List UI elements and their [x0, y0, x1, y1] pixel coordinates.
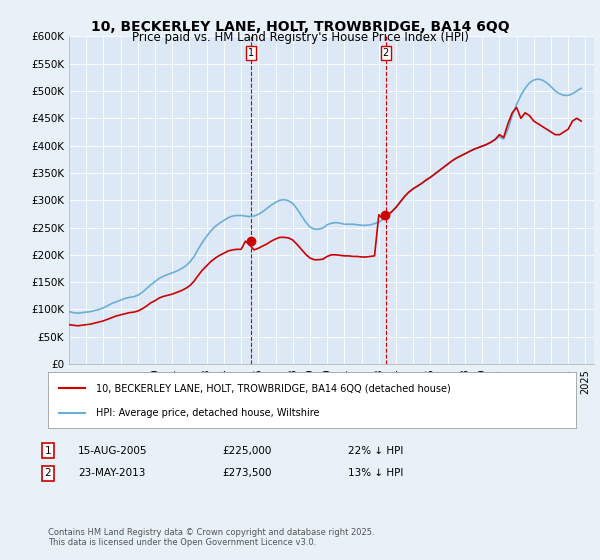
Text: 23-MAY-2013: 23-MAY-2013 [78, 468, 145, 478]
Text: HPI: Average price, detached house, Wiltshire: HPI: Average price, detached house, Wilt… [95, 408, 319, 418]
Text: £273,500: £273,500 [222, 468, 271, 478]
Text: 1: 1 [44, 446, 52, 456]
Text: 13% ↓ HPI: 13% ↓ HPI [348, 468, 403, 478]
Text: Price paid vs. HM Land Registry's House Price Index (HPI): Price paid vs. HM Land Registry's House … [131, 31, 469, 44]
Text: £225,000: £225,000 [222, 446, 271, 456]
Text: 2: 2 [383, 48, 389, 58]
Text: 22% ↓ HPI: 22% ↓ HPI [348, 446, 403, 456]
Text: 1: 1 [248, 48, 254, 58]
Text: Contains HM Land Registry data © Crown copyright and database right 2025.
This d: Contains HM Land Registry data © Crown c… [48, 528, 374, 547]
Text: 2: 2 [44, 468, 52, 478]
Text: 10, BECKERLEY LANE, HOLT, TROWBRIDGE, BA14 6QQ: 10, BECKERLEY LANE, HOLT, TROWBRIDGE, BA… [91, 20, 509, 34]
Text: 10, BECKERLEY LANE, HOLT, TROWBRIDGE, BA14 6QQ (detached house): 10, BECKERLEY LANE, HOLT, TROWBRIDGE, BA… [95, 383, 450, 393]
Text: 15-AUG-2005: 15-AUG-2005 [78, 446, 148, 456]
